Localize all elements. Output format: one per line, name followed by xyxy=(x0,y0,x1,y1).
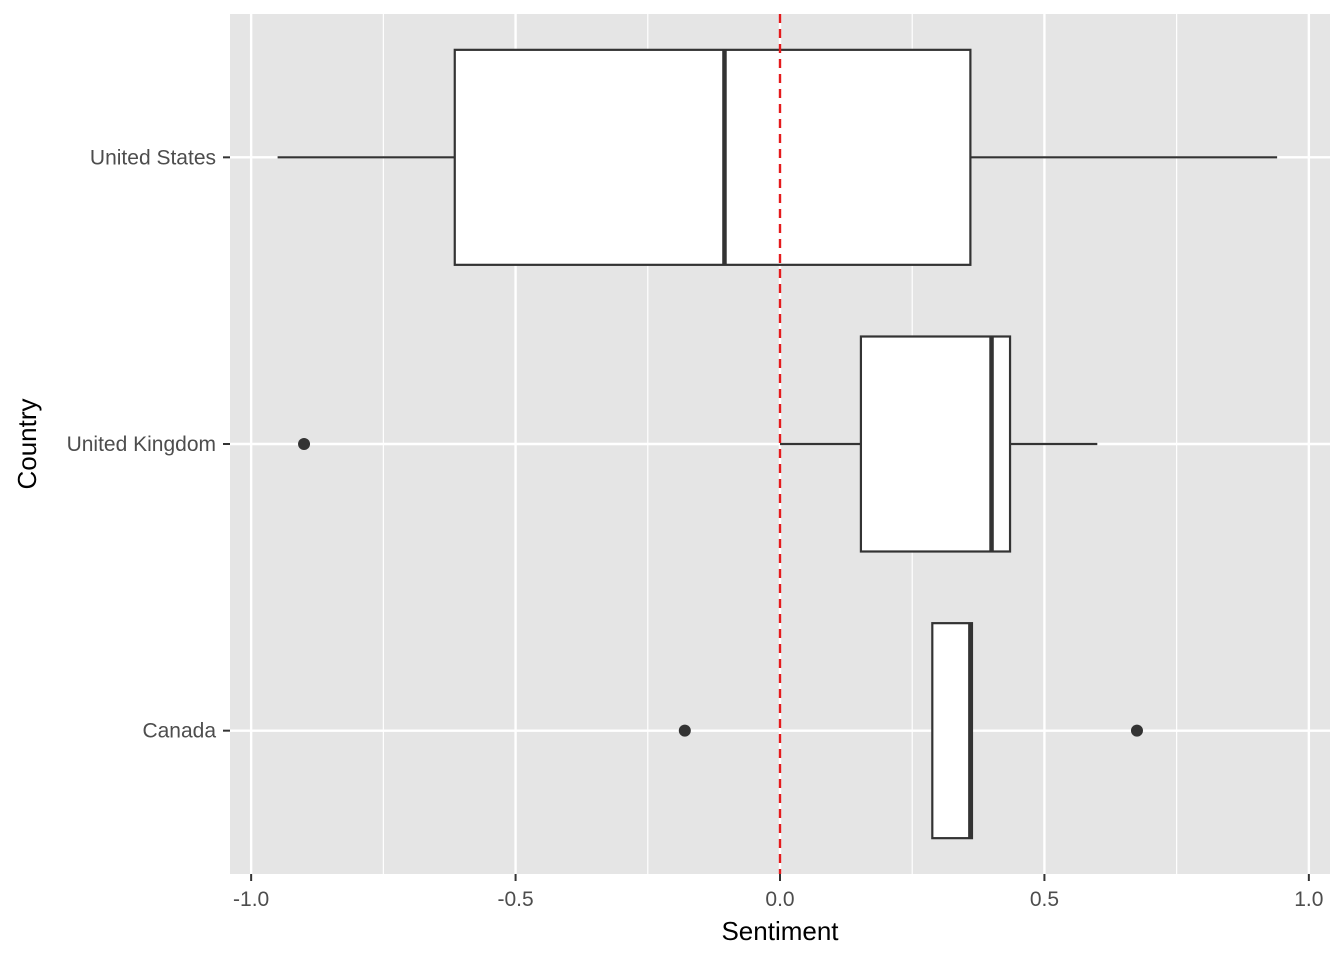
x-tick-label: 0.5 xyxy=(1030,888,1059,911)
y-axis: United States United Kingdom Canada xyxy=(67,146,230,743)
boxplot-united-states xyxy=(277,48,1278,266)
boxplot-canada xyxy=(678,622,1143,840)
box-iqr xyxy=(931,622,974,840)
x-tick-label: 1.0 xyxy=(1294,888,1323,911)
y-axis-title: Country xyxy=(12,398,42,489)
y-tick-label: United Kingdom xyxy=(67,433,216,456)
outlier-point xyxy=(298,438,311,450)
x-axis-title: Sentiment xyxy=(721,916,839,946)
boxplot-united-kingdom xyxy=(298,335,1098,553)
outlier-point xyxy=(678,724,691,737)
x-tick-label: -1.0 xyxy=(233,888,269,911)
y-tick-label: Canada xyxy=(142,720,216,743)
x-tick-label: 0.0 xyxy=(765,888,794,911)
box-iqr xyxy=(859,335,1012,553)
x-tick-label: -0.5 xyxy=(497,888,533,911)
x-axis: -1.0 -0.5 0.0 0.5 1.0 xyxy=(233,874,1323,911)
boxplots xyxy=(277,48,1278,840)
box-iqr xyxy=(453,48,972,266)
outlier-point xyxy=(1130,724,1143,737)
y-tick-label: United States xyxy=(90,146,216,169)
